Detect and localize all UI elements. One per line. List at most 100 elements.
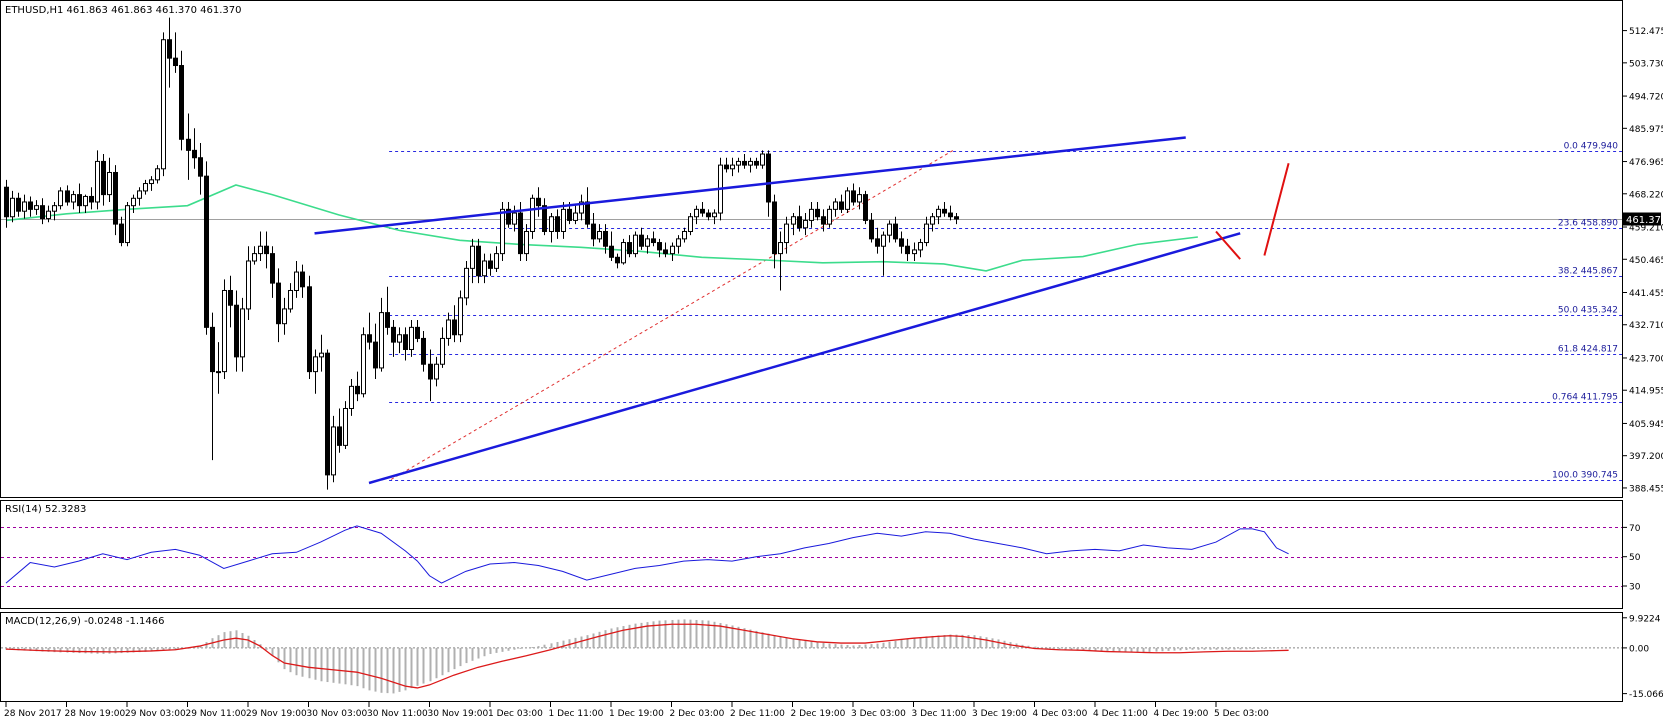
candle	[676, 235, 681, 254]
candle-body-up	[349, 385, 354, 409]
candle-body-down	[899, 238, 904, 247]
y-tick-label: 388.455	[1629, 484, 1663, 494]
candle	[887, 220, 892, 243]
macd-panel[interactable]: MACD(12,26,9) -0.0248 -1.1466	[0, 612, 1623, 702]
candle	[688, 213, 693, 236]
candle	[300, 264, 305, 298]
candle-body-up	[440, 337, 445, 365]
candle	[137, 187, 142, 206]
candle-body-down	[173, 57, 178, 67]
candle	[149, 176, 154, 191]
candle	[579, 194, 584, 221]
candle-body-up	[918, 242, 923, 251]
candle	[373, 323, 378, 379]
candle	[264, 231, 269, 269]
candle-body-up	[645, 238, 650, 247]
candle-body-up	[343, 407, 348, 446]
candle	[210, 312, 215, 461]
candle-body-up	[52, 205, 57, 212]
x-tick-label: 29 Nov 19:00	[246, 709, 307, 719]
candle-body-up	[845, 190, 850, 210]
candle-body-up	[791, 216, 796, 225]
candle	[367, 312, 372, 350]
current-price-tag: 461.370	[1623, 212, 1663, 226]
candle-body-down	[542, 205, 547, 232]
candle	[809, 201, 814, 228]
candle	[936, 205, 941, 225]
candle	[700, 201, 705, 217]
candle	[379, 297, 384, 372]
candle	[597, 224, 602, 243]
candle	[845, 187, 850, 214]
candle	[893, 216, 898, 243]
x-tick-label: 2 Dec 11:00	[730, 709, 785, 719]
candle	[71, 190, 76, 210]
candle-body-up	[446, 319, 451, 339]
projection-line	[1263, 163, 1290, 256]
macd-signal-line	[5, 623, 1289, 689]
candle-body-down	[506, 208, 511, 225]
candle-body-down	[77, 194, 82, 207]
rsi-levels	[1, 527, 1622, 587]
candle	[730, 157, 735, 177]
candle-body-up	[22, 201, 27, 212]
candle	[34, 200, 39, 215]
candle	[651, 231, 656, 247]
candle-body-up	[621, 242, 626, 264]
x-tick-label: 30 Nov 03:00	[307, 709, 368, 719]
x-tick-label: 30 Nov 19:00	[428, 709, 489, 719]
candle-body-down	[724, 164, 729, 170]
candle-body-up	[258, 245, 263, 255]
fibonacci-labels: 0.0 479.940 23.6 458.890 38.2 445.867 50.0 …	[1552, 142, 1618, 481]
candle	[476, 238, 481, 284]
candle-body-up	[936, 208, 941, 218]
candle-body-down	[815, 208, 820, 218]
candle	[222, 279, 227, 379]
candle	[10, 190, 15, 223]
candle-body-down	[234, 304, 239, 358]
candle-body-down	[839, 201, 844, 210]
x-tick-label: 29 Nov 11:00	[186, 709, 247, 719]
candle	[40, 198, 45, 225]
candle-body-down	[754, 160, 759, 166]
candle	[724, 157, 729, 173]
candle-body-down	[186, 138, 191, 151]
candle-body-up	[131, 197, 136, 207]
candle-body-up	[409, 326, 414, 350]
candle	[839, 194, 844, 214]
candle-body-down	[639, 234, 644, 247]
rsi-y-axis: 70 50 30	[1623, 524, 1641, 593]
price-panel[interactable]: 0.0 479.940 23.6 458.890 38.2 445.867 50.0 …	[0, 0, 1623, 498]
candle-body-up	[549, 216, 554, 232]
candle	[954, 213, 959, 225]
candle	[83, 194, 88, 214]
x-tick-label: 4 Dec 03:00	[1033, 709, 1088, 719]
candle	[627, 235, 632, 258]
y-tick-label: 512.475	[1629, 27, 1663, 37]
candle-body-down	[742, 160, 747, 166]
candle-body-up	[930, 216, 935, 225]
rsi-panel[interactable]: RSI(14) 52.3283	[0, 500, 1623, 609]
candle-body-down	[264, 245, 269, 255]
y-tick-label: 485.975	[1629, 125, 1663, 135]
candle-body-up	[379, 312, 384, 369]
candle	[319, 334, 324, 372]
candle-body-up	[161, 39, 166, 170]
y-tick-label: 405.945	[1629, 420, 1663, 430]
candle	[421, 331, 426, 372]
candle	[252, 246, 257, 265]
candle	[561, 201, 566, 239]
candle-body-down	[609, 245, 614, 258]
candle	[657, 238, 662, 258]
candle	[415, 319, 420, 343]
candle-body-up	[500, 208, 505, 255]
candle-body-down	[663, 249, 668, 255]
candle	[815, 201, 820, 221]
candle-body-down	[179, 65, 184, 140]
candle-body-down	[385, 312, 390, 328]
candle	[506, 201, 511, 228]
fib-level-label: 50.0 435.342	[1558, 306, 1618, 316]
candle-body-up	[682, 230, 687, 240]
y-tick-label: 459.210	[1629, 224, 1663, 234]
candle	[131, 194, 136, 214]
